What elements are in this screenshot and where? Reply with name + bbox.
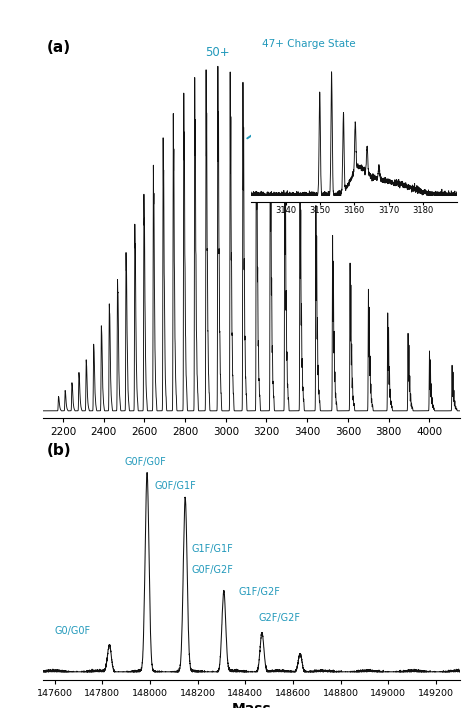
Text: G0/G0F: G0/G0F — [55, 627, 91, 636]
Text: (a): (a) — [47, 40, 71, 55]
Text: G1F/G2F: G1F/G2F — [238, 587, 280, 597]
Text: G0F/G0F: G0F/G0F — [125, 457, 167, 467]
Text: G1F/G1F: G1F/G1F — [191, 544, 233, 554]
Text: G0F/G1F: G0F/G1F — [155, 481, 196, 491]
Text: 50+: 50+ — [205, 47, 230, 59]
Text: (b): (b) — [47, 442, 72, 458]
Text: G2F/G2F: G2F/G2F — [258, 612, 301, 622]
Text: G0F/G2F: G0F/G2F — [191, 565, 234, 576]
Text: 47+ Charge State: 47+ Charge State — [262, 39, 355, 49]
X-axis label: $m/z$: $m/z$ — [237, 440, 265, 455]
X-axis label: Mass: Mass — [231, 702, 271, 708]
